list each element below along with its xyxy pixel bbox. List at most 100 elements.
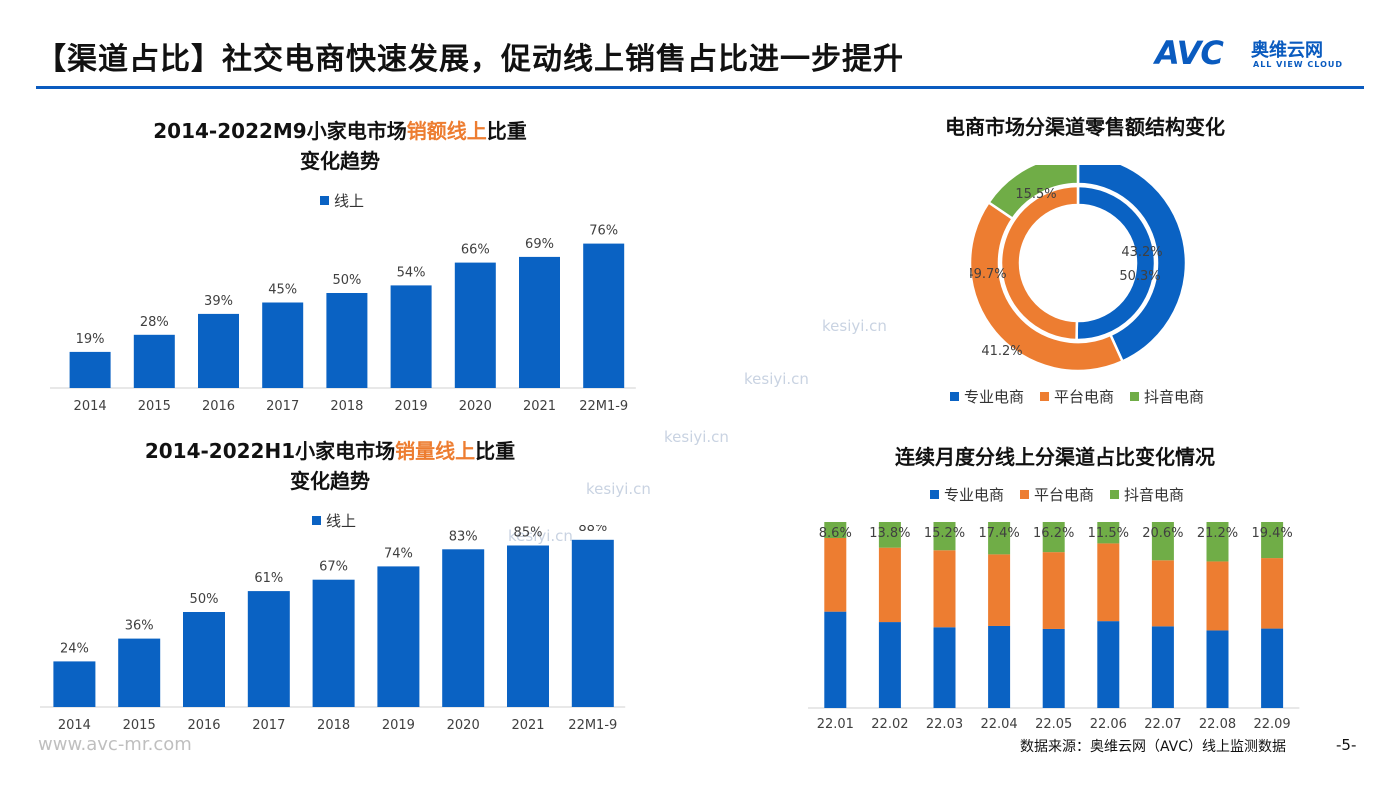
sales-amount-bar-chart: 19% 2014 28% 2015 39% 2016 45% 2017 50% 2018 54% 20… (50, 224, 636, 414)
stacked-bar-segment (1206, 630, 1229, 708)
watermark-text: kesiyi.cn (664, 428, 729, 446)
bar (312, 579, 355, 707)
page-number: -5- (1336, 736, 1357, 754)
data-label: 88% (578, 525, 607, 535)
data-label: 49.7% (970, 267, 1007, 282)
title-highlight: 销量线上 (395, 439, 476, 463)
watermark-text: kesiyi.cn (822, 317, 887, 335)
sales-volume-legend: 线上 (312, 510, 356, 531)
data-label: 8.6% (819, 526, 852, 541)
data-label: 50% (190, 592, 219, 607)
channel-structure-chart-title: 电商市场分渠道零售额结构变化 (945, 115, 1225, 139)
stacked-bar-segment (988, 625, 1011, 708)
bar (377, 566, 420, 707)
stacked-bar-segment (1097, 543, 1120, 622)
stacked-bar-segment (878, 522, 901, 548)
legend-item: 线上 (320, 190, 364, 211)
x-tick-label: 22.07 (1144, 717, 1181, 732)
legend-swatch (950, 392, 959, 401)
legend-swatch (1020, 490, 1030, 499)
stacked-bar-segment (1151, 626, 1174, 708)
bar (247, 591, 290, 707)
x-tick-label: 2018 (330, 399, 363, 414)
stacked-bar-segment (1151, 522, 1174, 561)
channel-structure-legend: 专业电商 平台电商 抖音电商 (950, 386, 1204, 407)
title-line2: 变化趋势 (300, 149, 380, 173)
donut-slice (970, 200, 1125, 373)
x-tick-label: 2014 (74, 399, 107, 414)
title-part: 比重 (486, 119, 527, 143)
x-tick-label: 22.04 (980, 717, 1017, 732)
monthly-channel-chart-title: 连续月度分线上分渠道占比变化情况 (895, 445, 1215, 469)
x-tick-label: 22.09 (1253, 717, 1290, 732)
data-label: 69% (525, 237, 554, 252)
legend-item: 抖音电商 (1130, 386, 1204, 407)
bar (571, 539, 614, 707)
legend-swatch (930, 490, 939, 499)
legend-swatch (312, 516, 321, 525)
data-label: 15.2% (924, 526, 965, 541)
legend-swatch (1110, 490, 1120, 499)
title-part: 比重 (475, 439, 516, 463)
stacked-bar-segment (1261, 522, 1284, 559)
x-tick-label: 22.02 (871, 717, 908, 732)
legend-label: 平台电商 (1034, 486, 1095, 504)
bar (390, 285, 432, 388)
legend-swatch (320, 196, 329, 205)
legend-item: 抖音电商 (1110, 484, 1184, 505)
x-tick-label: 22.08 (1199, 717, 1236, 732)
x-tick-label: 2019 (395, 399, 428, 414)
watermark-text: kesiyi.cn (744, 370, 809, 388)
stacked-bar-segment (1206, 522, 1229, 562)
logo-cn-text: 奥维云网 (1251, 40, 1323, 61)
monthly-channel-stacked-bar-chart: 8.6% 22.01 13.8% 22.02 15.2% 22.03 17.4% 22.04 1… (808, 522, 1300, 732)
donut-slice (1075, 184, 1157, 342)
stacked-bar-segment (1042, 628, 1065, 708)
stacked-bar-segment (988, 554, 1011, 626)
stacked-bar-segment (1097, 522, 1120, 544)
legend-item: 线上 (312, 510, 356, 531)
data-label: 61% (254, 571, 283, 586)
stacked-bar-segment (824, 537, 847, 612)
legend-item: 平台电商 (1020, 484, 1094, 505)
sales-volume-bar-chart: 24% 2014 36% 2015 50% 2016 61% 2017 67% 2018 74% 20… (40, 525, 626, 733)
logo-text: AVC (1155, 34, 1224, 72)
legend-item: 专业电商 (950, 386, 1024, 407)
header-divider (36, 86, 1364, 89)
data-label: 45% (268, 283, 297, 298)
title-highlight: 销额线上 (406, 119, 487, 143)
bar (69, 351, 111, 388)
legend-label: 专业电商 (944, 486, 1005, 504)
data-label: 66% (461, 243, 490, 258)
monthly-channel-legend: 专业电商 平台电商 抖音电商 (930, 484, 1184, 505)
page-title: 【渠道占比】社交电商快速发展，促动线上销售占比进一步提升 (36, 42, 904, 77)
data-label: 83% (449, 529, 478, 544)
data-label: 24% (60, 641, 89, 656)
data-label: 85% (514, 526, 543, 541)
stacked-bar-segment (1261, 628, 1284, 708)
data-source-note: 数据来源：奥维云网（AVC）线上监测数据 (1020, 739, 1287, 755)
stacked-bar-segment (1151, 560, 1174, 627)
data-label: 43.2% (1121, 245, 1162, 260)
stacked-bar-segment (824, 522, 847, 538)
legend-swatch (1040, 392, 1050, 401)
bar (326, 293, 368, 388)
stacked-bar-segment (1097, 621, 1120, 708)
stacked-bar-segment (1042, 522, 1065, 553)
x-tick-label: 2021 (511, 718, 544, 733)
donut-slice (999, 184, 1080, 342)
bar (53, 661, 96, 707)
title-line2: 变化趋势 (290, 469, 370, 493)
x-tick-label: 22M1-9 (568, 718, 617, 733)
legend-label: 抖音电商 (1124, 486, 1185, 504)
data-label: 19.4% (1251, 526, 1292, 541)
legend-label: 线上 (334, 192, 365, 210)
data-label: 28% (140, 315, 169, 330)
data-label: 76% (589, 224, 618, 239)
data-label: 17.4% (978, 526, 1019, 541)
bar (519, 256, 560, 388)
x-tick-label: 2015 (138, 399, 171, 414)
bar (183, 612, 225, 707)
donut-slice (986, 165, 1080, 221)
stacked-bar-segment (878, 622, 901, 708)
